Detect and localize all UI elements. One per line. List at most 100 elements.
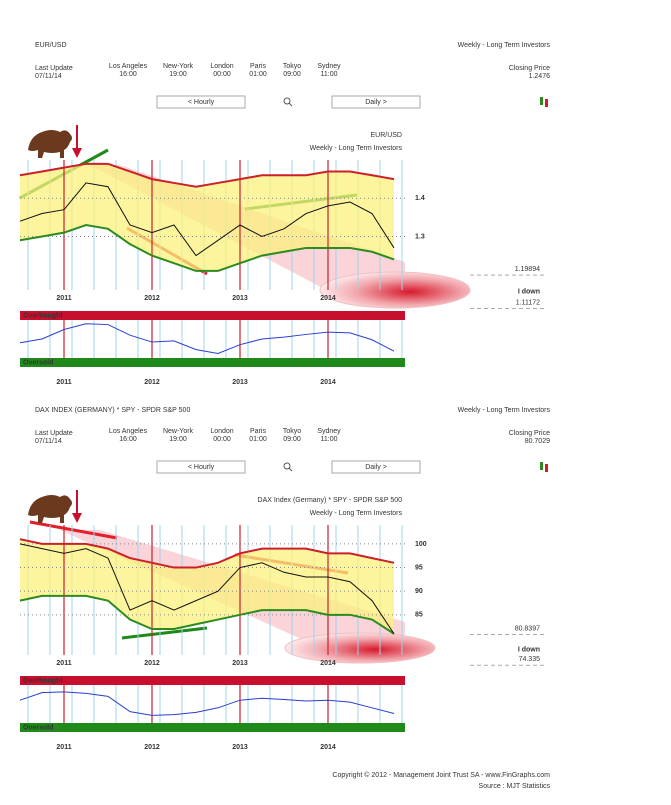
candle-icon: [545, 99, 548, 107]
year-label: 2014: [320, 295, 336, 302]
closing-label: Closing Price: [509, 430, 550, 437]
city-name: London: [210, 428, 233, 435]
year-label: 2013: [232, 295, 248, 302]
chart-subtitle: Weekly - Long Term Investors: [310, 510, 403, 517]
price-line: [19, 594, 395, 635]
zoom-icon[interactable]: [283, 462, 291, 470]
oversold-bar: [20, 723, 405, 732]
city-time: 16:00: [119, 71, 137, 78]
city-name: Tokyo: [283, 428, 301, 435]
level-label: 1.11172: [516, 299, 540, 306]
arrow-head: [72, 513, 82, 523]
section-title: DAX INDEX (GERMANY) * SPY - SPDR S&P 500: [35, 407, 190, 414]
y-tick-label: 95: [415, 564, 423, 571]
oscillator-line: [19, 323, 395, 354]
level-label: 74.335: [519, 656, 541, 663]
year-label: 2014: [320, 660, 336, 667]
city-time: 01:00: [249, 436, 267, 443]
city-name: Paris: [250, 428, 266, 435]
zoom-handle: [288, 467, 293, 472]
target-ellipse: [284, 632, 436, 664]
year-label: 2011: [56, 660, 71, 667]
closing-price: 80.7029: [525, 438, 550, 445]
city-name: Sydney: [317, 63, 341, 70]
y-tick-label: 90: [415, 588, 423, 595]
daily-label: Daily >: [365, 464, 387, 471]
last-update: 07/11/14: [35, 438, 62, 445]
year-label: 2013: [232, 744, 248, 751]
closing-label: Closing Price: [509, 65, 550, 72]
daily-button[interactable]: [331, 95, 421, 109]
year-label: 2011: [56, 295, 71, 302]
y-tick-label: 1.3: [415, 233, 425, 240]
year-label: 2011: [56, 379, 71, 386]
bear-icon: [28, 130, 72, 158]
city-time: 00:00: [213, 71, 231, 78]
plot-area: [20, 320, 405, 358]
zoom-icon[interactable]: [283, 97, 291, 105]
trend-line: [121, 626, 208, 640]
year-label: 2014: [320, 379, 336, 386]
last-update-label: Last Update: [35, 430, 73, 437]
city-time: 00:00: [213, 436, 231, 443]
year-label: 2012: [144, 295, 160, 302]
y-tick-label: 1.4: [415, 195, 425, 202]
zoom-handle: [288, 102, 293, 107]
hourly-button[interactable]: [156, 460, 246, 474]
price-line: [19, 538, 395, 569]
city-time: 19:00: [169, 436, 187, 443]
last-update: 07/11/14: [35, 73, 62, 80]
level-label: 1.19894: [515, 266, 540, 273]
oversold-label: Oversold: [23, 359, 53, 366]
city-time: 01:00: [249, 71, 267, 78]
daily-button[interactable]: [331, 460, 421, 474]
city-time: 09:00: [283, 71, 301, 78]
signal-label: I down: [518, 647, 540, 654]
city-name: Paris: [250, 63, 266, 70]
section-subtitle: Weekly - Long Term Investors: [458, 407, 551, 414]
price-line: [19, 162, 395, 188]
source: Source : MJT Statistics: [479, 783, 551, 790]
oscillator-line: [19, 691, 395, 716]
city-name: Los Angeles: [109, 63, 148, 70]
year-label: 2013: [232, 379, 248, 386]
band-fill: [20, 539, 394, 634]
overbought-bar: [20, 676, 405, 685]
section-title: EUR/USD: [35, 42, 67, 49]
oversold-label: Oversold: [23, 724, 53, 731]
band-fill: [20, 163, 394, 271]
hourly-label: < Hourly: [188, 464, 215, 471]
closing-price: 1.2476: [529, 73, 551, 80]
arrow-head: [72, 148, 82, 158]
bear-icon: [28, 495, 72, 523]
chart-title: EUR/USD: [370, 132, 402, 139]
year-label: 2014: [320, 744, 336, 751]
overbought-label: Overbought: [23, 312, 63, 319]
year-label: 2011: [56, 744, 71, 751]
candle-icon: [545, 464, 548, 472]
city-name: London: [210, 63, 233, 70]
price-line: [19, 543, 395, 635]
city-time: 11:00: [321, 71, 338, 78]
oversold-bar: [20, 358, 405, 367]
year-label: 2012: [144, 379, 160, 386]
copyright: Copyright © 2012 - Management Joint Trus…: [332, 771, 550, 779]
y-tick-label: 85: [415, 612, 423, 619]
city-name: New-York: [163, 63, 194, 70]
year-label: 2013: [232, 660, 248, 667]
chart-subtitle: Weekly - Long Term Investors: [310, 145, 403, 152]
signal-label: I down: [518, 289, 540, 296]
city-time: 09:00: [283, 436, 301, 443]
hourly-button[interactable]: [156, 95, 246, 109]
city-time: 19:00: [169, 71, 187, 78]
trend-line: [29, 520, 118, 540]
target-ellipse: [319, 271, 471, 309]
overbought-bar: [20, 311, 405, 320]
city-time: 11:00: [321, 436, 338, 443]
y-tick-label: 100: [415, 541, 427, 548]
candle-icon: [540, 97, 543, 105]
daily-label: Daily >: [365, 99, 387, 106]
level-label: 80.8397: [515, 625, 540, 632]
